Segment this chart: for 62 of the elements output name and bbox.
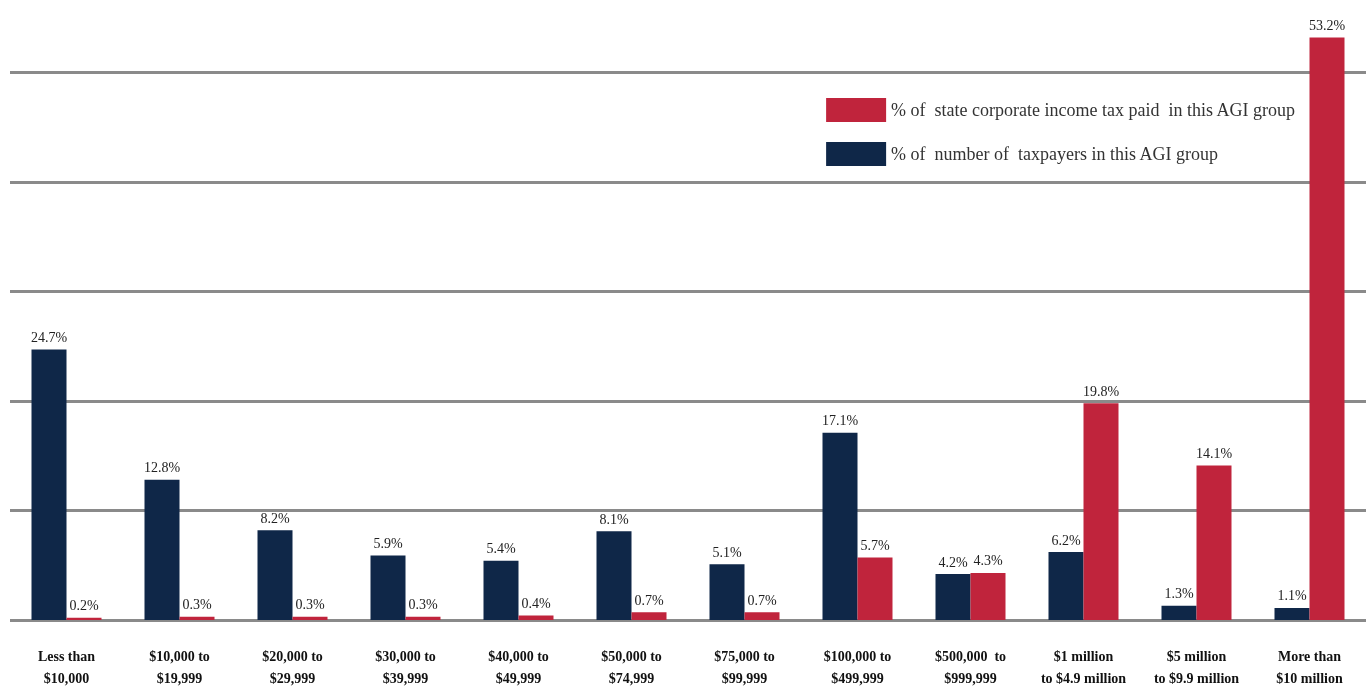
bar <box>1161 605 1197 620</box>
bar <box>822 432 858 620</box>
bar <box>257 530 293 620</box>
bar <box>1309 37 1345 620</box>
data-label: 12.8% <box>143 460 181 476</box>
data-label: 8.1% <box>599 511 629 527</box>
data-label: 0.7% <box>634 592 664 608</box>
data-label: 4.2% <box>938 554 968 570</box>
bar <box>1048 552 1084 620</box>
data-label: 17.1% <box>821 413 859 429</box>
data-label: 14.1% <box>1195 446 1233 462</box>
bar <box>179 616 215 620</box>
legend-label: % of number of taxpayers in this AGI group <box>891 144 1219 164</box>
bar <box>292 616 328 620</box>
data-label: 0.7% <box>747 592 777 608</box>
bar <box>483 560 519 620</box>
x-tick-label: $500,000 to $999,999 <box>934 648 1007 686</box>
x-tick-label: Less than $10,000 <box>37 648 96 686</box>
bar <box>935 574 971 620</box>
bar <box>631 612 667 620</box>
bar <box>144 479 180 620</box>
data-label: 0.3% <box>408 597 438 613</box>
bar <box>970 572 1006 620</box>
x-tick-label: $40,000 to $49,999 <box>488 648 549 686</box>
data-label: 4.3% <box>973 553 1003 569</box>
x-tick-label: $20,000 to $29,999 <box>262 648 323 686</box>
bar <box>405 616 441 620</box>
data-label: 0.4% <box>521 596 551 612</box>
bar <box>1274 607 1310 620</box>
x-tick-label: $10,000 to $19,999 <box>149 648 210 686</box>
bar <box>370 555 406 620</box>
data-label: 24.7% <box>30 330 68 346</box>
bar <box>744 612 780 620</box>
bar <box>1196 465 1232 620</box>
bar <box>596 531 632 620</box>
data-label: 8.2% <box>260 510 290 526</box>
data-label: 5.9% <box>373 535 403 551</box>
bar <box>518 615 554 620</box>
legend-label: % of state corporate income tax paid in this AGI group <box>891 100 1296 120</box>
data-label: 53.2% <box>1308 17 1346 33</box>
x-tick-label: $30,000 to $39,999 <box>375 648 436 686</box>
data-label: 6.2% <box>1051 532 1081 548</box>
x-tick-label: $5 million to $9.9 million <box>1153 648 1240 686</box>
x-tick-label: $100,000 to $499,999 <box>823 648 892 686</box>
data-label: 0.3% <box>182 597 212 613</box>
data-label: 5.7% <box>860 538 890 554</box>
x-tick-label: More than $10 million <box>1276 648 1343 686</box>
data-label: 19.8% <box>1082 383 1120 399</box>
bar <box>857 557 893 620</box>
bar <box>1083 403 1119 620</box>
data-label: 0.2% <box>69 598 99 614</box>
x-tick-label: $50,000 to $74,999 <box>601 648 662 686</box>
x-tick-label: $75,000 to $99,999 <box>714 648 775 686</box>
data-label: 0.3% <box>295 597 325 613</box>
x-tick-label: $1 million to $4.9 million <box>1040 648 1127 686</box>
bar <box>31 349 67 620</box>
data-label: 5.4% <box>486 541 516 557</box>
data-label: 1.3% <box>1164 586 1194 602</box>
data-label: 5.1% <box>712 544 742 560</box>
data-label: 1.1% <box>1277 588 1307 604</box>
bar <box>66 617 102 620</box>
bar <box>709 564 745 620</box>
